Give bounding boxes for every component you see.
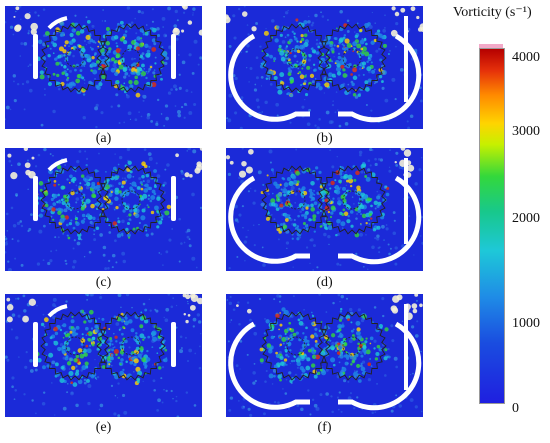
- panel-c: [5, 148, 202, 271]
- panel-e-field: [5, 294, 202, 417]
- panel-b-field: [226, 6, 423, 129]
- colorbar-tick-4000: 4000: [512, 50, 540, 65]
- colorbar-tick-1000: 1000: [512, 316, 540, 331]
- colorbar-top-cap: [479, 44, 503, 48]
- panel-c-label: (c): [95, 275, 112, 290]
- colorbar: [479, 48, 505, 404]
- colorbar-tick-3000: 3000: [512, 124, 540, 139]
- panel-e: [5, 294, 202, 417]
- panel-b-label: (b): [316, 131, 333, 146]
- panel-e-label: (e): [95, 420, 112, 435]
- panel-f-field: [226, 294, 423, 417]
- panel-b: [226, 6, 423, 129]
- colorbar-tick-2000: 2000: [512, 211, 540, 226]
- panel-f-label: (f): [317, 420, 332, 435]
- panel-d: [226, 148, 423, 271]
- panel-f: [226, 294, 423, 417]
- panel-a-field: [5, 6, 202, 129]
- panel-c-field: [5, 148, 202, 271]
- panel-d-label: (d): [316, 275, 333, 290]
- colorbar-tick-0: 0: [512, 401, 519, 416]
- colorbar-title: Vorticity (s⁻¹): [453, 5, 532, 20]
- panel-a-label: (a): [95, 131, 112, 146]
- panel-d-field: [226, 148, 423, 271]
- panel-a: [5, 6, 202, 129]
